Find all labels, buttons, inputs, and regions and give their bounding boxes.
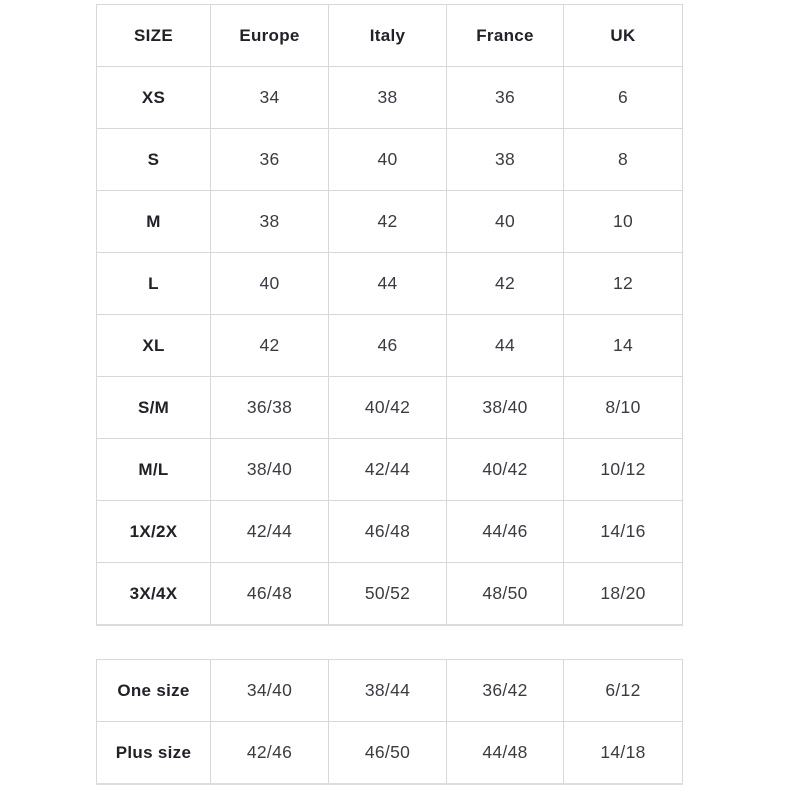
- cell-europe: 36: [210, 128, 329, 191]
- cell-europe: 38/40: [210, 438, 329, 501]
- cell-france: 42: [446, 252, 564, 315]
- size-conversion-table: SIZE Europe Italy France UK XS 34 38 36 …: [96, 4, 683, 626]
- cell-italy: 44: [328, 252, 447, 315]
- table-row-s-m: S/M 36/38 40/42 38/40 8/10: [96, 376, 683, 439]
- cell-france: 44: [446, 314, 564, 377]
- cell-italy: 40/42: [328, 376, 447, 439]
- row-size-label: M: [96, 190, 211, 253]
- cell-france: 36: [446, 66, 564, 129]
- cell-france: 44/48: [446, 721, 564, 785]
- cell-france: 36/42: [446, 659, 564, 722]
- row-size-label: Plus size: [96, 721, 211, 785]
- cell-europe: 40: [210, 252, 329, 315]
- cell-uk: 14: [563, 314, 683, 377]
- size-chart-page: SIZE Europe Italy France UK XS 34 38 36 …: [96, 4, 683, 785]
- cell-uk: 10: [563, 190, 683, 253]
- row-size-label: 3X/4X: [96, 562, 211, 626]
- column-header-france: France: [446, 4, 564, 67]
- column-header-italy: Italy: [328, 4, 447, 67]
- cell-europe: 34/40: [210, 659, 329, 722]
- cell-uk: 6/12: [563, 659, 683, 722]
- cell-italy: 42/44: [328, 438, 447, 501]
- cell-italy: 38/44: [328, 659, 447, 722]
- cell-europe: 42: [210, 314, 329, 377]
- cell-uk: 8/10: [563, 376, 683, 439]
- cell-uk: 14/18: [563, 721, 683, 785]
- table-row-one-size: One size 34/40 38/44 36/42 6/12: [96, 659, 683, 722]
- table-row-xs: XS 34 38 36 6: [96, 66, 683, 129]
- row-size-label: XS: [96, 66, 211, 129]
- cell-uk: 8: [563, 128, 683, 191]
- table-row-s: S 36 40 38 8: [96, 128, 683, 191]
- cell-italy: 40: [328, 128, 447, 191]
- cell-europe: 42/46: [210, 721, 329, 785]
- column-header-size: SIZE: [96, 4, 211, 67]
- special-sizes-table: One size 34/40 38/44 36/42 6/12 Plus siz…: [96, 659, 683, 785]
- cell-uk: 10/12: [563, 438, 683, 501]
- cell-italy: 46/48: [328, 500, 447, 563]
- column-header-europe: Europe: [210, 4, 329, 67]
- table-row-1x-2x: 1X/2X 42/44 46/48 44/46 14/16: [96, 500, 683, 563]
- cell-europe: 38: [210, 190, 329, 253]
- column-header-uk: UK: [563, 4, 683, 67]
- row-size-label: One size: [96, 659, 211, 722]
- cell-europe: 46/48: [210, 562, 329, 626]
- row-size-label: XL: [96, 314, 211, 377]
- cell-italy: 38: [328, 66, 447, 129]
- cell-uk: 14/16: [563, 500, 683, 563]
- cell-france: 48/50: [446, 562, 564, 626]
- cell-italy: 50/52: [328, 562, 447, 626]
- cell-france: 40: [446, 190, 564, 253]
- row-size-label: 1X/2X: [96, 500, 211, 563]
- cell-italy: 42: [328, 190, 447, 253]
- row-size-label: M/L: [96, 438, 211, 501]
- table-row-xl: XL 42 46 44 14: [96, 314, 683, 377]
- cell-uk: 18/20: [563, 562, 683, 626]
- table-row-m: M 38 42 40 10: [96, 190, 683, 253]
- cell-france: 38: [446, 128, 564, 191]
- header-row: SIZE Europe Italy France UK: [96, 4, 683, 67]
- table-row-3x-4x: 3X/4X 46/48 50/52 48/50 18/20: [96, 562, 683, 626]
- cell-france: 38/40: [446, 376, 564, 439]
- cell-europe: 42/44: [210, 500, 329, 563]
- cell-italy: 46: [328, 314, 447, 377]
- cell-france: 44/46: [446, 500, 564, 563]
- table-row-l: L 40 44 42 12: [96, 252, 683, 315]
- cell-europe: 36/38: [210, 376, 329, 439]
- cell-uk: 12: [563, 252, 683, 315]
- table-row-m-l: M/L 38/40 42/44 40/42 10/12: [96, 438, 683, 501]
- row-size-label: S: [96, 128, 211, 191]
- row-size-label: S/M: [96, 376, 211, 439]
- row-size-label: L: [96, 252, 211, 315]
- cell-europe: 34: [210, 66, 329, 129]
- cell-italy: 46/50: [328, 721, 447, 785]
- cell-uk: 6: [563, 66, 683, 129]
- cell-france: 40/42: [446, 438, 564, 501]
- table-row-plus-size: Plus size 42/46 46/50 44/48 14/18: [96, 721, 683, 785]
